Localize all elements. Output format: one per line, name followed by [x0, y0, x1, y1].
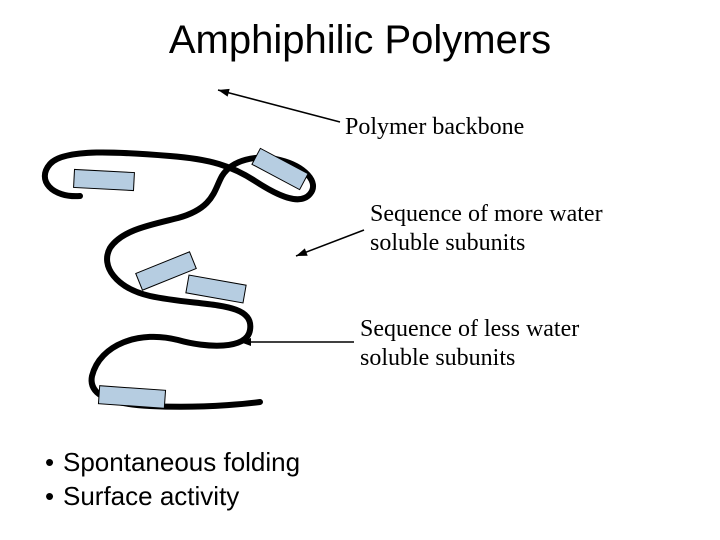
- bullet-list: • Spontaneous folding • Surface activity: [45, 445, 300, 513]
- bullet-item: • Surface activity: [45, 479, 300, 513]
- pointer-arrow-head-icon: [296, 248, 308, 256]
- polymer-backbone: [45, 152, 313, 406]
- pointer-arrow-head-icon: [218, 89, 230, 97]
- bullet-dot-icon: •: [45, 479, 63, 513]
- bullet-item: • Spontaneous folding: [45, 445, 300, 479]
- slide: Amphiphilic Polymers Polymer backbone Se…: [0, 0, 720, 540]
- label-backbone: Polymer backbone: [345, 113, 524, 142]
- bullet-text: Surface activity: [63, 479, 239, 513]
- label-backbone-line1: Polymer backbone: [345, 114, 524, 140]
- label-more-soluble-line2: soluble subunits: [370, 230, 525, 256]
- label-less-soluble-line2: soluble subunits: [360, 345, 515, 371]
- subunit-block: [98, 386, 165, 409]
- bullet-text: Spontaneous folding: [63, 445, 300, 479]
- label-more-soluble-line1: Sequence of more water: [370, 201, 603, 227]
- label-less-soluble: Sequence of less water soluble subunits: [360, 315, 579, 373]
- label-less-soluble-line1: Sequence of less water: [360, 316, 579, 342]
- label-more-soluble: Sequence of more water soluble subunits: [370, 200, 603, 258]
- pointer-arrow-line: [218, 90, 340, 122]
- bullet-dot-icon: •: [45, 445, 63, 479]
- subunit-block: [186, 275, 246, 303]
- subunit-block: [74, 169, 135, 190]
